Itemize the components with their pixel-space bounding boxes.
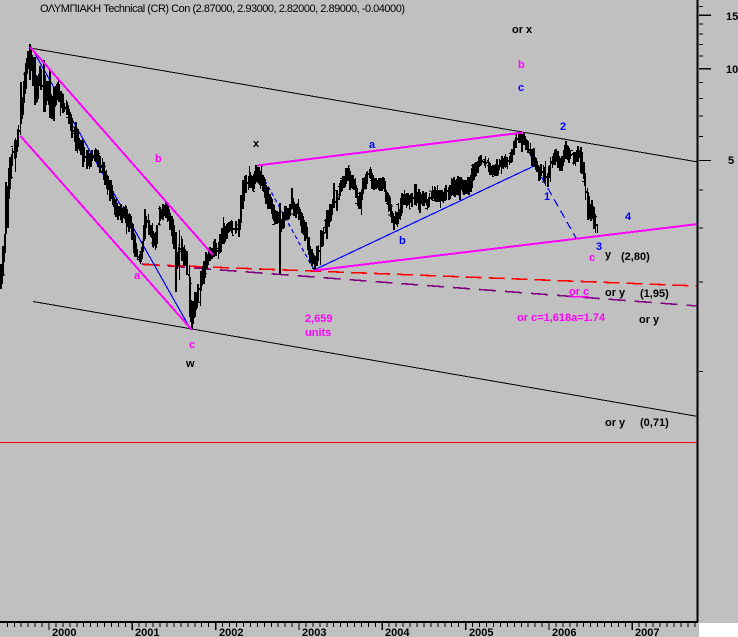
svg-text:2006: 2006 (552, 627, 576, 637)
svg-text:2007: 2007 (635, 627, 659, 637)
svg-text:3: 3 (596, 241, 602, 253)
svg-text:or y: or y (639, 314, 660, 326)
svg-text:2,659: 2,659 (305, 313, 333, 325)
svg-text:2004: 2004 (385, 627, 410, 637)
svg-text:b: b (155, 153, 162, 165)
svg-text:a: a (134, 270, 141, 282)
svg-text:2: 2 (560, 121, 566, 133)
svg-text:(1,95): (1,95) (640, 288, 669, 300)
svg-text:2003: 2003 (302, 627, 326, 637)
svg-text:w: w (185, 358, 195, 370)
svg-text:c: c (189, 339, 195, 351)
svg-text:x: x (253, 138, 260, 150)
svg-text:1: 1 (544, 191, 550, 203)
svg-text:ΟΛΥΜΠΙΑΚΗ Technical (CR) Con (: ΟΛΥΜΠΙΑΚΗ Technical (CR) Con (2.87000, 2… (40, 3, 405, 15)
svg-text:c: c (518, 82, 524, 94)
svg-text:5: 5 (728, 155, 734, 167)
svg-text:or y: or y (605, 417, 626, 429)
svg-text:a: a (369, 139, 376, 151)
svg-text:(0,71): (0,71) (640, 417, 669, 429)
svg-text:units: units (305, 327, 331, 339)
svg-text:2000: 2000 (52, 627, 76, 637)
svg-text:or c=1,618a=1.74: or c=1,618a=1.74 (517, 312, 606, 324)
svg-text:10: 10 (726, 64, 738, 76)
svg-text:or: or (512, 24, 524, 36)
svg-text:(2,80): (2,80) (621, 251, 650, 263)
svg-text:b: b (399, 235, 406, 247)
svg-text:c: c (589, 252, 595, 264)
svg-text:4: 4 (625, 211, 632, 223)
svg-text:2002: 2002 (219, 627, 243, 637)
svg-text:15: 15 (726, 11, 738, 23)
svg-text:y: y (605, 249, 612, 261)
svg-text:2001: 2001 (135, 627, 159, 637)
svg-text:x: x (526, 24, 533, 36)
svg-text:b: b (518, 59, 525, 71)
svg-text:2005: 2005 (469, 627, 493, 637)
svg-text:or y: or y (605, 287, 626, 299)
svg-text:or c: or c (569, 286, 589, 298)
